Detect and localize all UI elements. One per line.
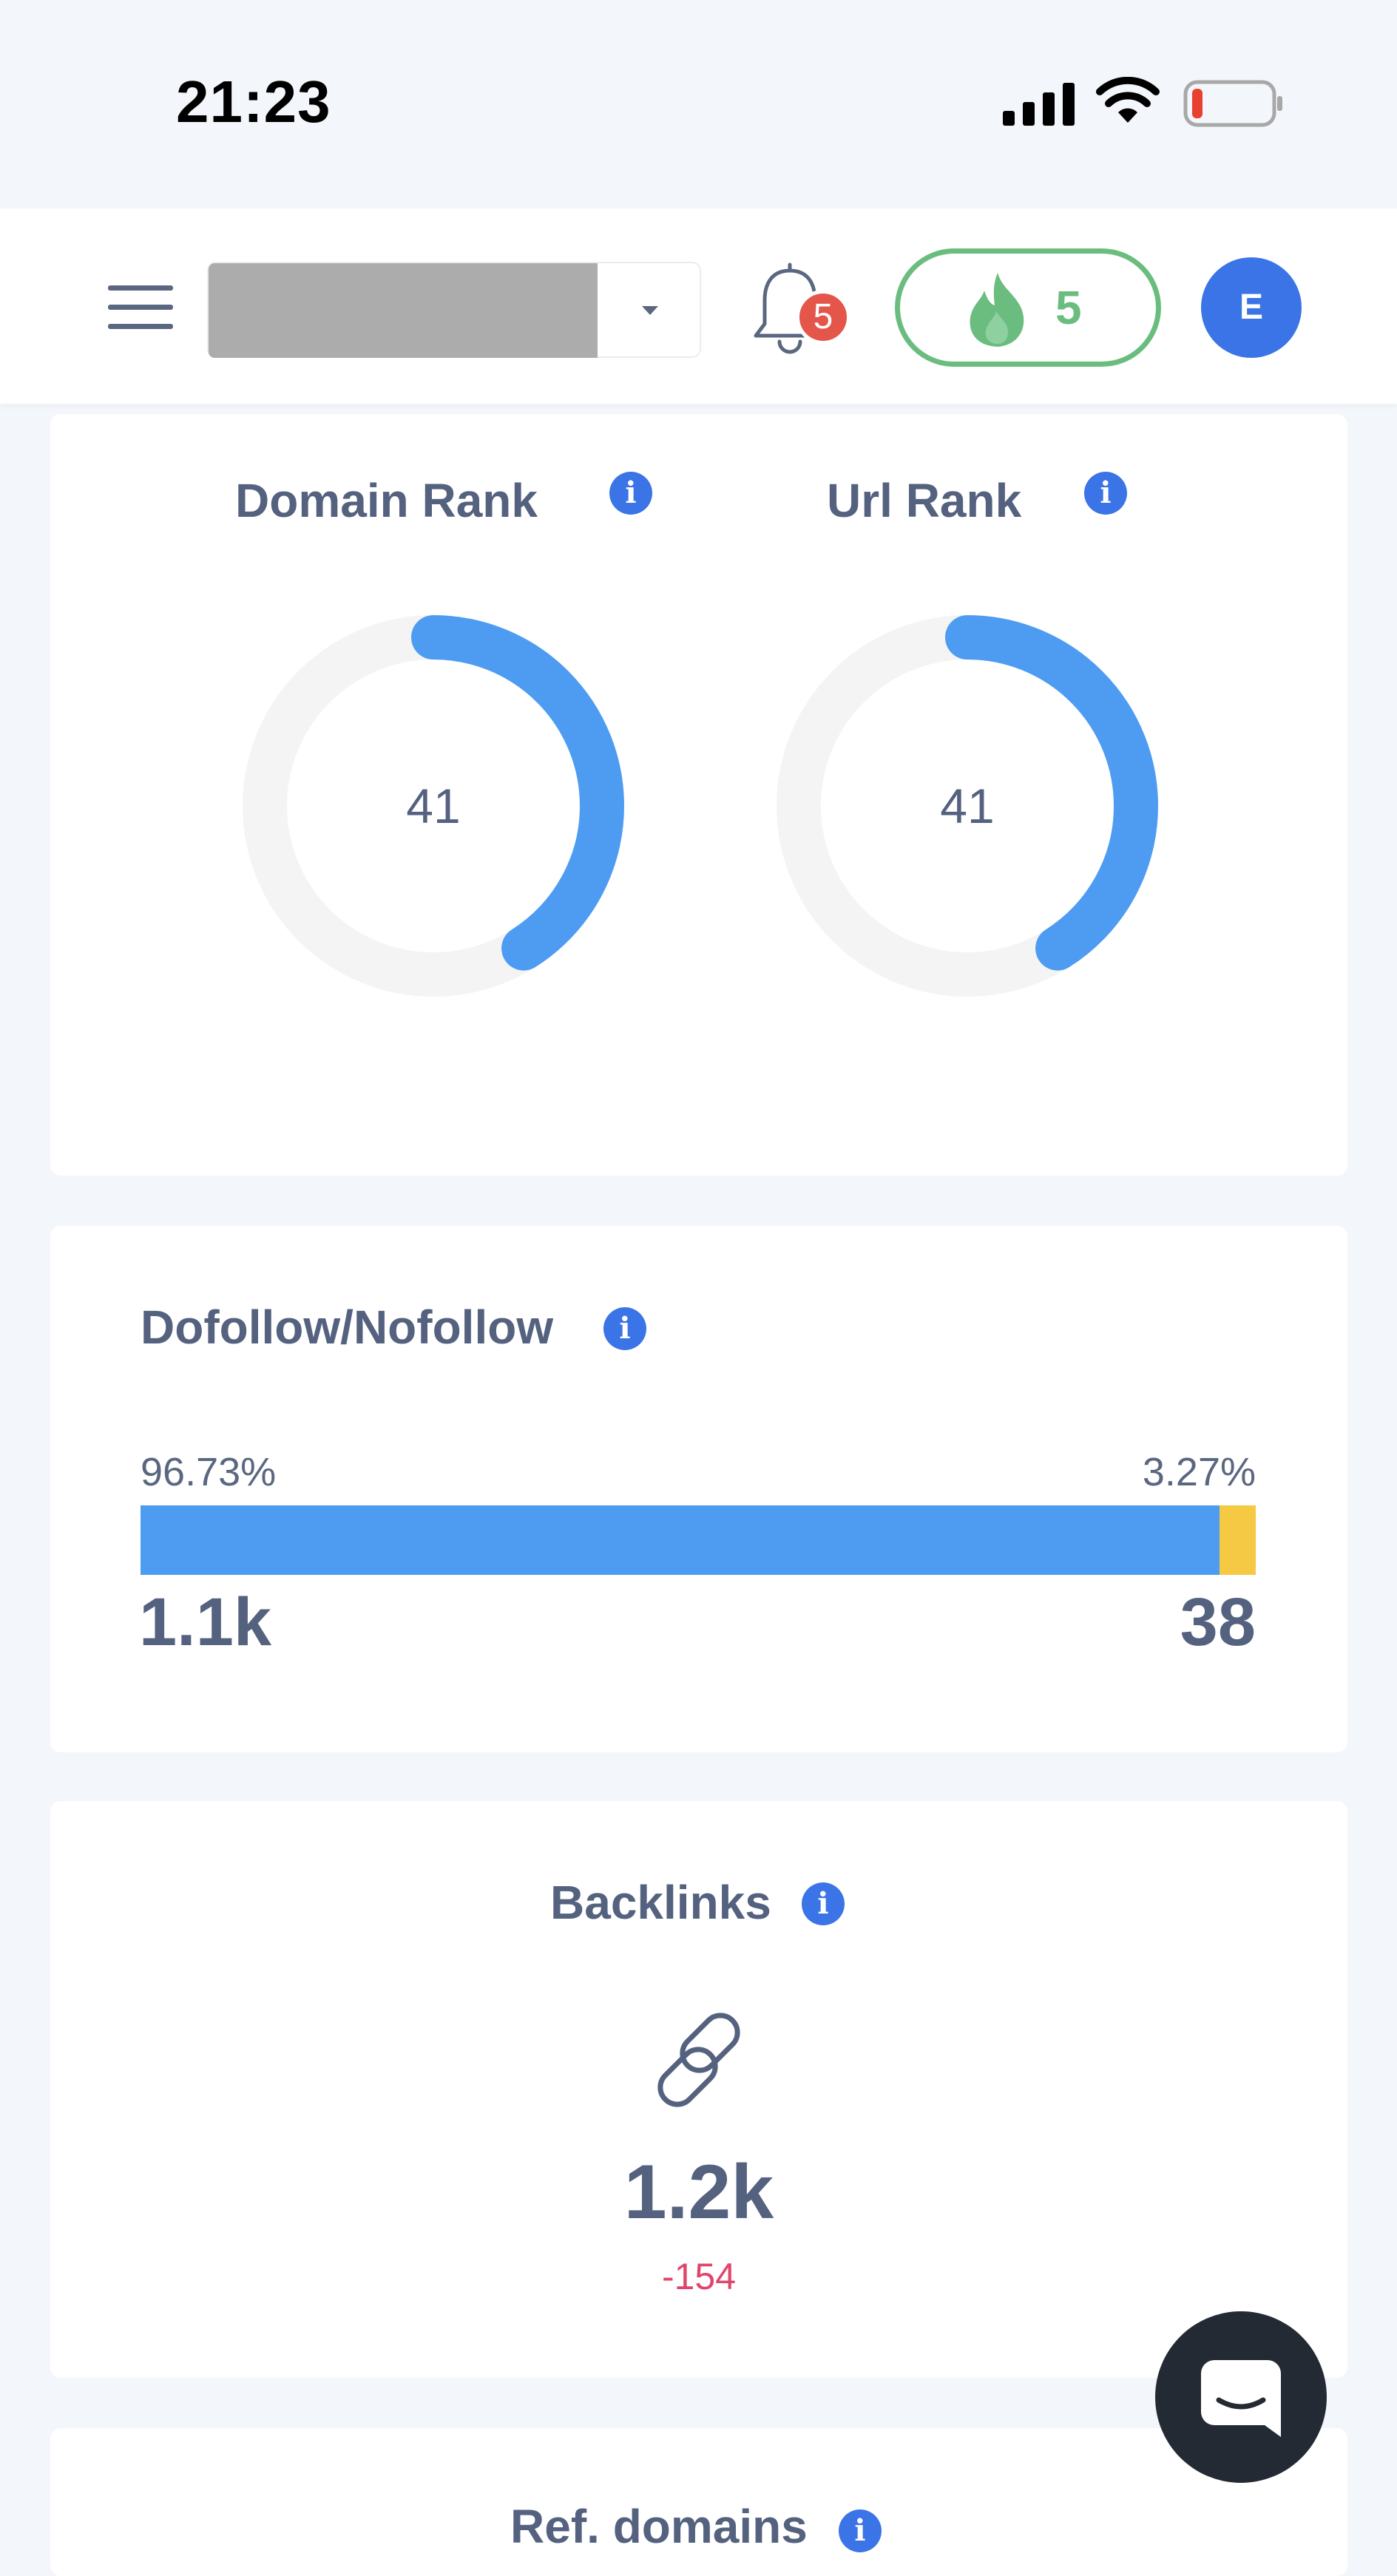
backlinks-title: Backlinks bbox=[550, 1876, 771, 1929]
domain-rank-gauge-arc bbox=[243, 615, 624, 997]
ref-domains-card: Ref. domains i bbox=[50, 2428, 1347, 2576]
backlinks-value: 1.2k bbox=[623, 2149, 774, 2235]
dofollow-percent: 96.73% bbox=[141, 1450, 277, 1494]
avatar[interactable]: E bbox=[1201, 257, 1302, 358]
url-rank-title: Url Rank bbox=[827, 474, 1022, 527]
ranks-card: Domain Rank i Url Rank i 41 41 bbox=[50, 414, 1347, 1176]
url-rank-gauge: 41 bbox=[775, 614, 1160, 998]
ref-domains-info-icon[interactable]: i bbox=[839, 2509, 882, 2552]
backlinks-info-icon[interactable]: i bbox=[802, 1882, 845, 1925]
chat-icon bbox=[1201, 2360, 1281, 2437]
domain-rank-gauge: 41 bbox=[241, 614, 626, 998]
nofollow-percent: 3.27% bbox=[1142, 1450, 1256, 1494]
chat-button[interactable] bbox=[1155, 2311, 1327, 2483]
status-time: 21:23 bbox=[176, 69, 331, 135]
dofollow-bar-segment bbox=[141, 1505, 1220, 1575]
app-header: 5 5 E bbox=[0, 209, 1397, 404]
dofollow-nofollow-card: Dofollow/Nofollow i 96.73% 3.27% 1.1k 38 bbox=[50, 1226, 1347, 1752]
hamburger-menu-icon[interactable] bbox=[108, 285, 175, 330]
project-select[interactable] bbox=[207, 262, 701, 358]
dofollow-nofollow-info-icon[interactable]: i bbox=[603, 1307, 646, 1350]
backlinks-delta: -154 bbox=[661, 2256, 737, 2297]
battery-icon bbox=[1183, 80, 1282, 127]
wifi-icon bbox=[1096, 77, 1160, 123]
dofollow-nofollow-title: Dofollow/Nofollow bbox=[141, 1301, 554, 1354]
domain-rank-value: 41 bbox=[406, 779, 461, 833]
domain-rank-title: Domain Rank bbox=[235, 474, 538, 527]
url-rank-gauge-arc bbox=[777, 615, 1158, 997]
link-chain-icon bbox=[657, 2013, 740, 2107]
url-rank-value: 41 bbox=[940, 779, 995, 833]
flame-icon bbox=[970, 273, 1024, 347]
dofollow-count: 1.1k bbox=[139, 1584, 272, 1660]
chevron-down-icon bbox=[642, 306, 658, 315]
nofollow-count: 38 bbox=[1180, 1584, 1256, 1660]
bell-icon[interactable] bbox=[745, 260, 849, 356]
backlinks-card: Backlinks i 1.2k -154 bbox=[50, 1801, 1347, 2378]
domain-rank-info-icon[interactable]: i bbox=[609, 472, 652, 515]
follow-ratio-bar bbox=[141, 1505, 1256, 1575]
signal-icon bbox=[1003, 83, 1075, 126]
notification-badge: 5 bbox=[796, 290, 850, 345]
status-bar: 21:23 bbox=[0, 0, 1397, 209]
url-rank-info-icon[interactable]: i bbox=[1084, 472, 1127, 515]
redacted-project-name bbox=[209, 263, 598, 358]
ref-domains-title: Ref. domains bbox=[510, 2500, 808, 2553]
streak-button[interactable]: 5 bbox=[895, 248, 1161, 367]
streak-count: 5 bbox=[1055, 281, 1082, 334]
